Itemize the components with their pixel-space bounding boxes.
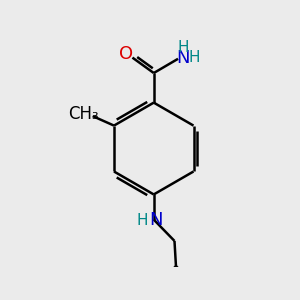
Text: O: O xyxy=(119,45,133,63)
Text: N: N xyxy=(176,49,190,67)
Text: H: H xyxy=(137,213,148,228)
Text: CH₃: CH₃ xyxy=(68,105,98,123)
Text: N: N xyxy=(149,211,163,229)
Text: H: H xyxy=(177,40,188,55)
Text: H: H xyxy=(189,50,200,65)
